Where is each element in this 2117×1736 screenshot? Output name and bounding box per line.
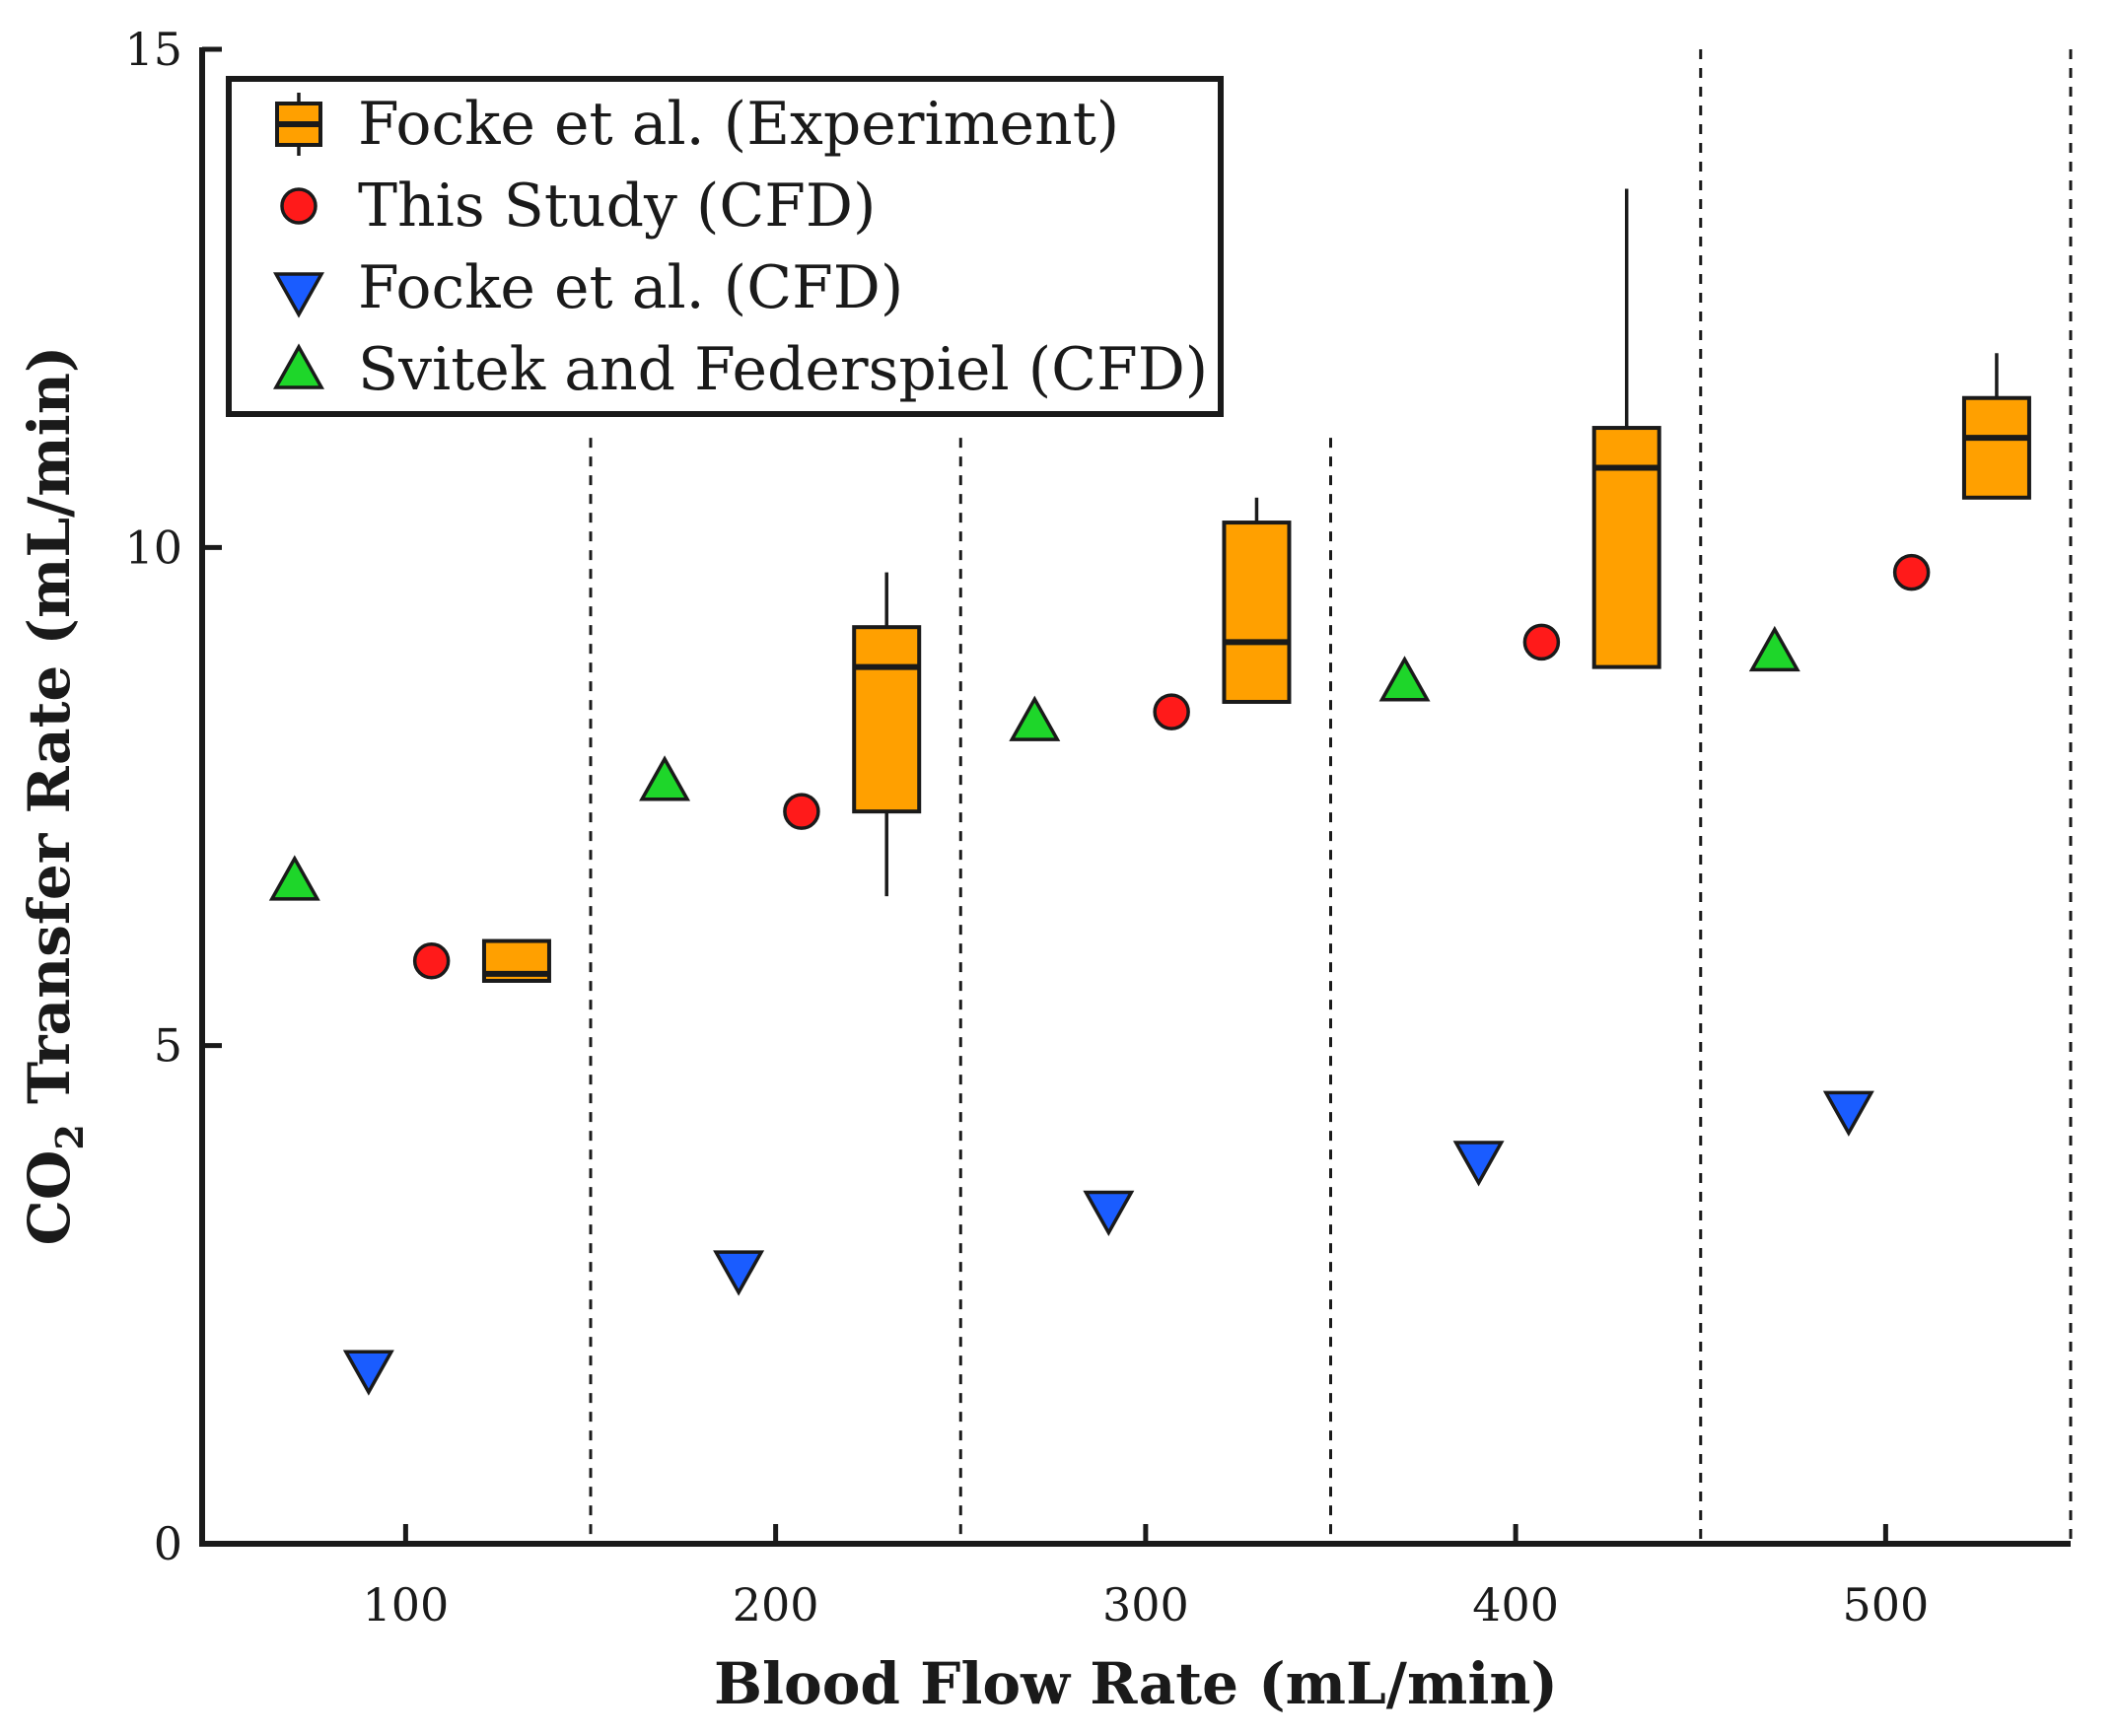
legend-entry: Focke et al. (Experiment) bbox=[275, 90, 1119, 159]
legend-circle-icon bbox=[280, 187, 318, 225]
box-plot bbox=[481, 938, 551, 983]
x-axis-label: Blood Flow Rate (mL/min) bbox=[714, 1650, 1558, 1717]
data-point-focke-cfd bbox=[1452, 1141, 1505, 1187]
box-body bbox=[1591, 426, 1661, 669]
ticks: 0 5 10 15 100 200 300 400 500 bbox=[124, 23, 1929, 1632]
axes bbox=[199, 47, 2071, 1547]
x-tick-label: 400 bbox=[1472, 1578, 1559, 1632]
box-plot bbox=[1222, 497, 1292, 704]
data-point-this-study bbox=[1892, 553, 1931, 591]
data-point-this-study bbox=[1153, 693, 1190, 730]
legend-label: This Study (CFD) bbox=[358, 172, 876, 241]
box-plot bbox=[1591, 188, 1661, 669]
y-tick-label: 15 bbox=[124, 23, 182, 76]
data-point-this-study bbox=[1522, 623, 1561, 661]
y-axis-label: CO2 Transfer Rate (mL/min) bbox=[16, 346, 92, 1246]
y-axis-label-prefix: CO bbox=[16, 1150, 83, 1246]
legend-label: Focke et al. (Experiment) bbox=[358, 90, 1119, 159]
legend-entry: Focke et al. (CFD) bbox=[273, 253, 903, 322]
data-point-svitek bbox=[1748, 625, 1800, 672]
x-tick-label: 500 bbox=[1842, 1578, 1929, 1632]
data-point-focke-cfd bbox=[342, 1350, 394, 1396]
data-point-focke-cfd bbox=[713, 1250, 765, 1296]
data-point-focke-cfd bbox=[1822, 1090, 1874, 1137]
box-body bbox=[852, 625, 922, 814]
y-axis-label-suffix: Transfer Rate (mL/min) bbox=[16, 346, 83, 1125]
legend: Focke et al. (Experiment) This Study (CFD… bbox=[226, 76, 1224, 417]
y-tick-label: 10 bbox=[124, 521, 182, 574]
x-tick-label: 300 bbox=[1102, 1578, 1189, 1632]
legend-label: Svitek and Federspiel (CFD) bbox=[358, 335, 1208, 404]
y-tick-label: 0 bbox=[154, 1517, 182, 1570]
legend-entry: This Study (CFD) bbox=[280, 172, 876, 241]
legend-entry: Svitek and Federspiel (CFD) bbox=[273, 335, 1208, 404]
data-markers bbox=[268, 553, 1931, 1396]
data-point-svitek bbox=[639, 755, 691, 801]
x-tick-label: 200 bbox=[733, 1578, 819, 1632]
data-point-this-study bbox=[783, 793, 820, 830]
y-tick-label: 5 bbox=[154, 1019, 182, 1073]
legend-frame bbox=[226, 76, 1224, 417]
box-plot bbox=[1961, 353, 2031, 500]
data-point-svitek bbox=[1009, 695, 1061, 741]
x-tick-label: 100 bbox=[362, 1578, 449, 1632]
legend-label: Focke et al. (CFD) bbox=[358, 253, 903, 322]
box-plot bbox=[852, 572, 922, 897]
box-body bbox=[1961, 395, 2031, 500]
group-separators bbox=[589, 49, 2073, 1544]
data-point-focke-cfd bbox=[1083, 1190, 1135, 1236]
data-point-svitek bbox=[268, 855, 320, 901]
data-point-this-study bbox=[412, 942, 451, 980]
box-body bbox=[1222, 521, 1292, 704]
box-plots bbox=[481, 188, 2031, 983]
y-axis-label-subscript: 2 bbox=[47, 1124, 92, 1149]
legend-triangle-down-icon bbox=[273, 272, 324, 318]
data-point-svitek bbox=[1378, 656, 1431, 702]
legend-triangle-up-icon bbox=[273, 343, 324, 389]
